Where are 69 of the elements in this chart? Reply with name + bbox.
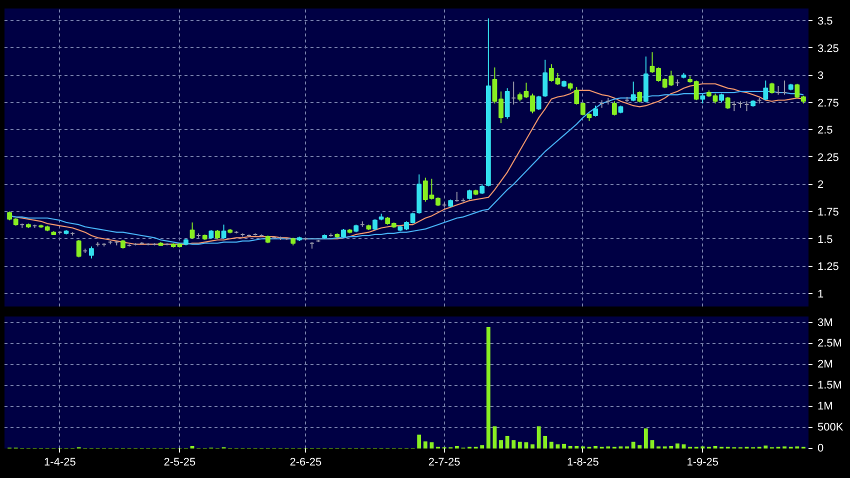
candlestick [593,105,598,118]
candlestick [637,90,642,103]
bar [518,442,522,448]
bar [644,428,648,448]
x-tick-label: 2-5-25 [164,456,196,468]
y-tick-label: 2.5 [818,124,833,137]
bar [499,440,503,448]
candlestick [630,81,636,102]
y-tick-label: 1.5M [818,380,842,392]
y-tick-label: 0 [818,442,824,454]
candlestick [612,100,617,116]
bar [512,440,516,448]
candlestick [372,218,378,231]
y-tick-label: 2.5M [818,338,842,350]
bar [423,441,428,448]
y-tick-label: 3 [818,70,824,82]
bar [454,446,459,448]
y-tick-label: 3M [818,316,833,329]
y-tick-label: 2.25 [818,152,839,164]
y-tick-label: 1.75 [818,206,839,219]
y-tick-label: 2.75 [818,97,839,110]
bar [486,326,490,448]
y-tick-label: 2M [818,358,833,371]
x-tick-label: 2-6-25 [290,456,322,468]
bar [675,443,680,448]
bar [430,442,434,448]
bar [417,434,422,448]
candlestick [221,224,226,240]
candlestick [725,96,730,110]
x-tick-label: 1-4-25 [44,456,76,468]
y-tick-label: 1M [818,400,833,413]
candlestick [190,222,195,240]
bar [549,442,554,448]
bar [543,436,548,448]
candlestick [89,246,94,259]
y-tick-label: 500K [818,422,844,434]
bar [524,442,528,448]
candlestick [536,95,542,111]
bar [594,446,598,448]
candlestick [467,189,472,200]
candlestick [542,59,548,98]
bar [190,446,194,448]
bar [480,445,484,448]
bar [562,444,566,448]
y-tick-label: 1.5 [818,234,833,246]
bar [505,436,510,448]
candlestick [76,239,82,258]
bar [631,442,636,448]
x-tick-label: 1-9-25 [686,456,719,468]
bar [536,426,541,448]
bar [764,446,768,448]
y-tick-label: 1.25 [818,261,839,274]
bar [574,446,579,448]
y-tick-label: 3.25 [818,42,839,55]
bar [638,445,642,448]
bar [650,440,654,448]
y-tick-label: 1 [818,288,824,300]
candlestick [480,184,485,195]
x-tick-label: 2-7-25 [428,456,460,468]
bar [713,446,718,448]
candlestick [700,93,706,104]
y-tick-label: 2 [818,179,824,192]
bar [669,446,674,448]
bar [568,446,572,448]
bar [530,444,534,448]
x-tick-label: 1-8-25 [567,456,599,468]
candlestick [770,82,774,94]
candlestick [763,80,768,101]
y-tick-label: 3.5 [818,16,833,28]
